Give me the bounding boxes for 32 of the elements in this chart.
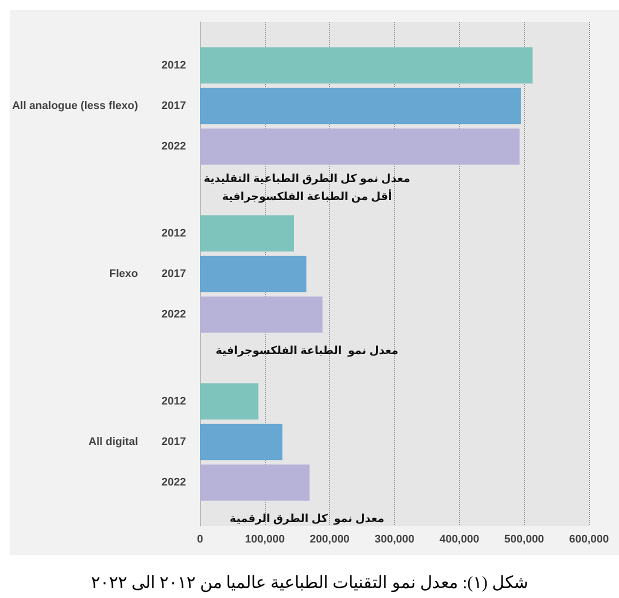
annotation: معدل نمو الطباعة الفلكسوجرافية: [216, 345, 398, 357]
y-tick-label: Flexo: [109, 268, 138, 280]
bar: [200, 383, 258, 420]
bar: [200, 128, 520, 165]
text: 2022: [162, 476, 186, 489]
y-tick-label: All digital: [88, 436, 138, 448]
text: 2017: [162, 268, 186, 280]
bar: [200, 296, 323, 333]
bar: [200, 424, 282, 460]
bar: [200, 47, 533, 84]
bar: [200, 464, 310, 501]
text: 2022: [162, 308, 186, 321]
x-tick-label: 300,000: [374, 534, 414, 546]
y-tick-label: All analogue (less flexo): [12, 100, 138, 112]
annotation: معدل نمو كل الطرق الطباعية التقليدية أقل من الطباعة الفلكسوجرافية: [204, 173, 410, 203]
text: 2012: [162, 395, 186, 408]
bar: [200, 88, 521, 124]
x-tick-label: 0: [196, 534, 204, 546]
x-tick-label: 600,000: [569, 534, 609, 546]
series-label: 2012: [162, 59, 186, 72]
series-label: 2017: [162, 100, 186, 112]
text: 2012: [162, 227, 186, 240]
series-label: 2022: [162, 140, 186, 153]
x-tick-label: 100,000: [244, 534, 285, 546]
bar: [200, 256, 306, 292]
x-tick-label: 400,000: [439, 534, 480, 546]
annotation: معدل نمو كل الطرق الرقمية: [230, 513, 384, 525]
bar: [200, 215, 294, 252]
x-tick-label: 500,000: [504, 534, 544, 546]
x-tick-label: 200,000: [310, 534, 350, 546]
text: شكل (١): معدل نمو التقنيات الطباعية عالميا من ٢٠١٢ الى ٢٠٢٢: [91, 573, 528, 593]
text: 2017: [162, 436, 186, 448]
